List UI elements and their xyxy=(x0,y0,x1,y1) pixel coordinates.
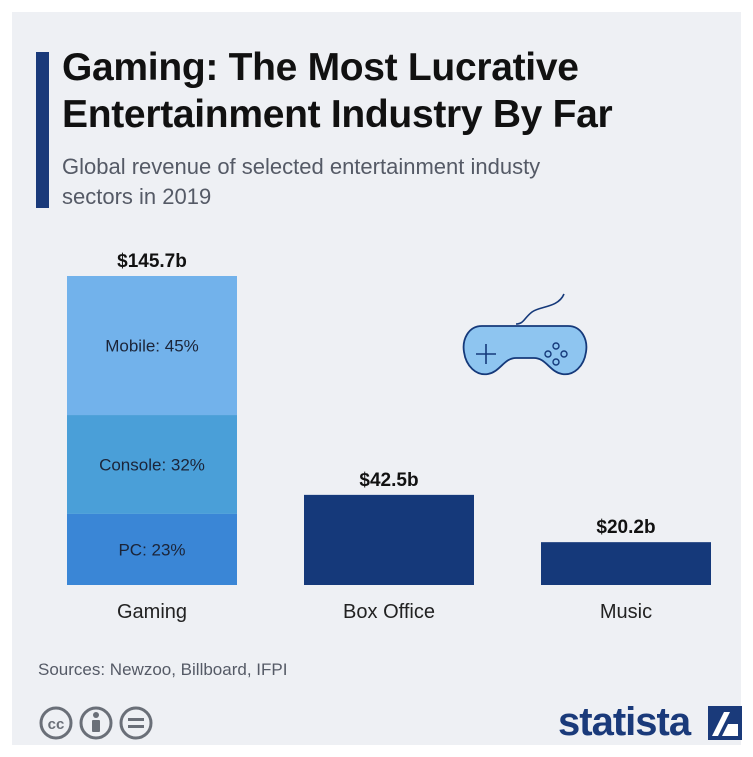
chart-title: Gaming: The Most Lucrative Entertainment… xyxy=(62,46,613,136)
chart-subtitle: Global revenue of selected entertainment… xyxy=(62,154,541,209)
bar-segment xyxy=(67,276,237,416)
source-note: Sources: Newzoo, Billboard, IFPI xyxy=(38,660,288,679)
statista-logo-icon xyxy=(708,706,742,740)
controller-icon xyxy=(462,293,588,376)
bar-segment xyxy=(67,415,237,514)
segment-label: PC: 23% xyxy=(118,540,185,559)
bar-chart: Mobile: 45% Console: 32% PC: 23% $145.7b Gam… xyxy=(67,251,711,623)
value-label: $145.7b xyxy=(117,251,187,272)
segment-label: Mobile: 45% xyxy=(105,337,199,356)
category-label: Gaming xyxy=(117,601,187,623)
bar-segment xyxy=(67,513,237,585)
value-label: $42.5b xyxy=(359,470,418,491)
category-label: Box Office xyxy=(343,601,435,623)
attribution-icon[interactable] xyxy=(79,706,113,740)
segment-label: Console: 32% xyxy=(99,455,205,474)
license-icons: cc xyxy=(39,706,153,740)
bar xyxy=(304,494,474,585)
svg-text:cc: cc xyxy=(48,716,65,733)
no-derivatives-icon[interactable] xyxy=(119,706,153,740)
bar xyxy=(541,542,711,585)
title-accent-bar xyxy=(36,52,49,208)
category-label: Music xyxy=(600,601,652,623)
statista-logo[interactable]: statista xyxy=(558,700,691,744)
cc-icon[interactable]: cc xyxy=(39,706,73,740)
value-label: $20.2b xyxy=(596,517,655,538)
